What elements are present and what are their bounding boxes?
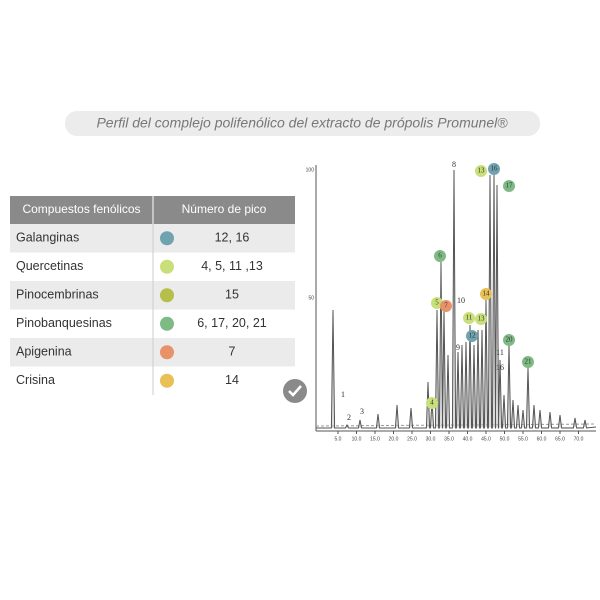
x-tick-label: 55.0 — [518, 436, 528, 442]
peak-label: 5 — [435, 299, 439, 307]
peak-label: 7 — [444, 302, 448, 310]
peak-label: 8 — [452, 160, 456, 169]
x-tick-label: 40.0 — [463, 436, 473, 442]
peak-label: 16 — [496, 363, 504, 372]
peak-badge — [488, 163, 500, 175]
compound-color — [160, 316, 174, 331]
x-tick-label: 15.0 — [370, 436, 380, 442]
title: Perfil del complejo polifenólico del ext… — [96, 115, 508, 131]
peak-numbers: 12, 16 — [215, 231, 250, 245]
check-icon — [288, 385, 302, 397]
peak-numbers: 15 — [225, 288, 239, 302]
x-tick-label: 70.0 — [574, 436, 584, 442]
compound-name: Crisina — [16, 373, 55, 387]
peak-label: 13 — [478, 167, 486, 175]
peak-badge — [475, 165, 487, 177]
peak-label: 3 — [360, 407, 364, 416]
compound-color — [160, 231, 174, 246]
header-cell: Número de pico — [182, 202, 267, 216]
peak-badge — [463, 312, 475, 324]
peak-label: 17 — [506, 182, 514, 190]
peak-badge — [503, 180, 515, 192]
peak-label: 11 — [466, 314, 473, 322]
x-tick-label: 10.0 — [352, 436, 362, 442]
x-tick-label: 60.0 — [537, 436, 547, 442]
peak-label: 16 — [491, 165, 499, 173]
peak-label: 1 — [341, 390, 345, 399]
compound-color — [160, 345, 174, 360]
peak-label: 6 — [438, 252, 442, 260]
x-tick-label: 30.0 — [426, 436, 436, 442]
peak-label: 11 — [496, 348, 504, 357]
peak-badge — [480, 288, 492, 300]
peak-label: 21 — [525, 358, 533, 366]
header-cell: Compuestos fenólicos — [22, 202, 140, 216]
peak-badge — [440, 300, 452, 312]
title-pill — [65, 111, 540, 136]
x-tick-label: 50.0 — [500, 436, 510, 442]
compound-color — [160, 288, 174, 303]
peak-numbers: 4, 5, 11 ,13 — [201, 259, 263, 273]
x-tick-label: 65.0 — [555, 436, 565, 442]
peak-badge — [522, 356, 534, 368]
x-tick-label: 5.0 — [335, 436, 342, 442]
compound-color — [160, 259, 174, 274]
peak-label: 2 — [347, 413, 351, 422]
peak-badge — [434, 250, 446, 262]
x-tick-label: 20.0 — [389, 436, 399, 442]
peak-badge — [426, 397, 438, 409]
peak-label: 14 — [483, 290, 491, 298]
peak-badge — [503, 334, 515, 346]
peak-label: 20 — [506, 336, 514, 344]
chromatogram: 5.0 10.0 15.0 20.0 25.0 30.0 35.0 40.0 45.0 50.0 5… — [306, 160, 597, 442]
table: Compuestos fenólicos Número de pico Galang… — [10, 196, 295, 395]
compound-name: Quercetinas — [16, 259, 83, 273]
x-tick-label: 45.0 — [481, 436, 491, 442]
x-tick-label: 25.0 — [407, 436, 417, 442]
compound-name: Galanginas — [16, 231, 79, 245]
peak-badge — [466, 330, 478, 342]
compound-name: Pinobanquesinas — [16, 316, 112, 330]
peak-label: 12 — [469, 332, 477, 340]
compound-color — [160, 373, 174, 388]
peak-numbers: 14 — [225, 373, 239, 387]
y-tick-label: 100 — [306, 167, 315, 173]
peak-label: 13 — [478, 315, 486, 323]
y-tick-label: 50 — [308, 295, 314, 301]
peak-numbers: 7 — [229, 345, 236, 359]
x-tick-label: 35.0 — [444, 436, 454, 442]
peak-label: 10 — [457, 296, 465, 305]
trace — [316, 169, 597, 429]
peak-numbers: 6, 17, 20, 21 — [197, 316, 267, 330]
compound-name: Pinocembrinas — [16, 288, 99, 302]
peak-badge — [475, 313, 487, 325]
peak-label: 4 — [430, 399, 434, 407]
peak-label: 9 — [456, 343, 460, 352]
compound-name: Apigenina — [16, 345, 72, 359]
